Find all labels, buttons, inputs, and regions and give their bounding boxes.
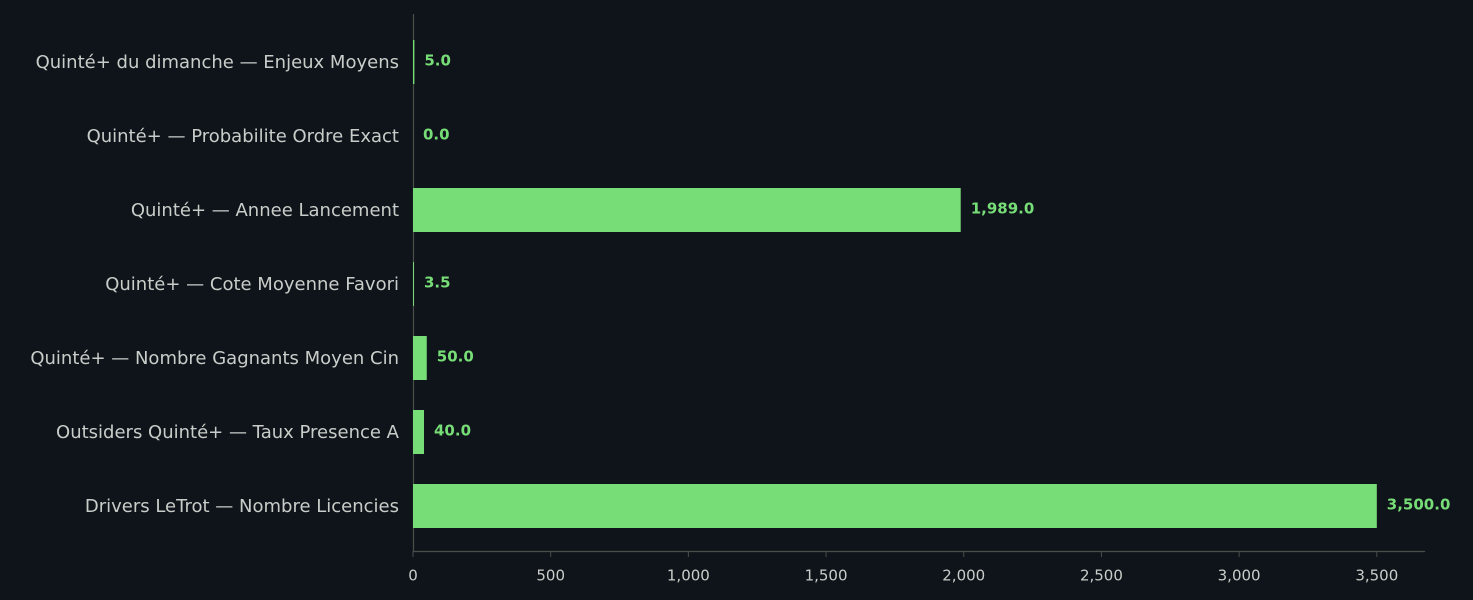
y-tick-label: Quinté+ — Nombre Gagnants Moyen Cin [30,348,399,369]
x-tick-label: 1,500 [805,567,848,585]
bar [413,484,1377,528]
value-label: 3,500.0 [1387,496,1451,514]
y-tick-label: Quinté+ — Cote Moyenne Favori [105,274,399,295]
x-tick-label: 3,000 [1218,567,1261,585]
x-tick-label: 3,500 [1355,567,1398,585]
value-label: 3.5 [424,274,451,292]
y-tick-label: Quinté+ du dimanche — Enjeux Moyens [36,52,399,73]
bar [413,188,961,232]
value-label: 50.0 [437,348,474,366]
x-tick-label: 2,500 [1080,567,1123,585]
y-tick-label: Quinté+ — Annee Lancement [131,200,399,221]
bar [413,336,427,380]
bar [413,262,414,306]
x-tick-label: 0 [408,567,418,585]
value-label: 1,989.0 [971,200,1035,218]
x-tick-label: 2,000 [942,567,985,585]
y-tick-label: Drivers LeTrot — Nombre Licencies [85,496,399,517]
y-tick-label: Quinté+ — Probabilite Ordre Exact [87,126,399,147]
bar [413,40,415,84]
value-label: 0.0 [423,126,450,144]
value-label: 5.0 [424,52,451,70]
y-tick-label: Outsiders Quinté+ — Taux Presence A [56,422,400,443]
x-tick-label: 500 [536,567,565,585]
x-tick-label: 1,000 [667,567,710,585]
value-label: 40.0 [434,422,471,440]
bar [413,410,425,454]
